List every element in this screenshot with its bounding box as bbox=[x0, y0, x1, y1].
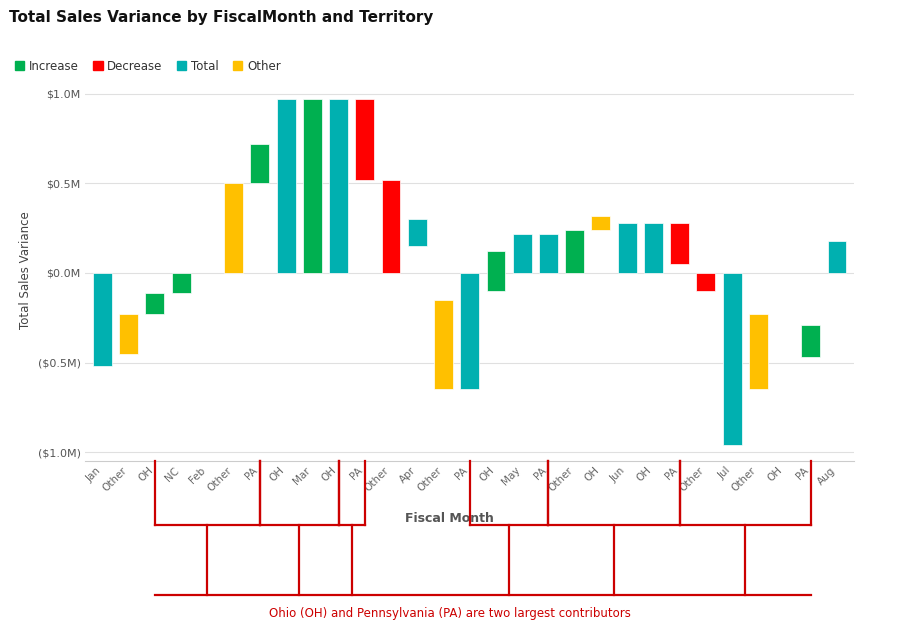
Bar bbox=[329, 99, 348, 273]
Bar bbox=[146, 293, 165, 314]
Text: Fiscal Month: Fiscal Month bbox=[405, 512, 494, 525]
Bar bbox=[224, 183, 243, 273]
Bar bbox=[172, 273, 191, 293]
Bar bbox=[381, 180, 400, 273]
Bar bbox=[828, 241, 847, 273]
Bar bbox=[277, 99, 296, 273]
Bar bbox=[408, 219, 427, 246]
Y-axis label: Total Sales Variance: Total Sales Variance bbox=[19, 211, 32, 329]
Bar bbox=[486, 251, 505, 291]
Bar bbox=[120, 314, 138, 354]
Legend: Increase, Decrease, Total, Other: Increase, Decrease, Total, Other bbox=[15, 60, 280, 73]
Text: Total Sales Variance by FiscalMonth and Territory: Total Sales Variance by FiscalMonth and … bbox=[9, 10, 433, 25]
Bar bbox=[644, 223, 663, 273]
Bar bbox=[93, 273, 111, 366]
Bar bbox=[592, 216, 610, 230]
Bar bbox=[512, 233, 531, 273]
Bar bbox=[801, 325, 820, 357]
Bar bbox=[460, 273, 479, 389]
Bar bbox=[723, 273, 742, 445]
Text: Ohio (OH) and Pennsylvania (PA) are two largest contributors: Ohio (OH) and Pennsylvania (PA) are two … bbox=[269, 607, 630, 620]
Bar bbox=[355, 99, 374, 180]
Bar bbox=[565, 230, 584, 273]
Bar bbox=[749, 314, 768, 389]
Bar bbox=[539, 233, 558, 273]
Bar bbox=[251, 144, 270, 183]
Bar bbox=[670, 223, 689, 264]
Bar bbox=[303, 99, 322, 273]
Bar bbox=[697, 273, 716, 291]
Bar bbox=[618, 223, 636, 273]
Bar bbox=[434, 300, 453, 389]
